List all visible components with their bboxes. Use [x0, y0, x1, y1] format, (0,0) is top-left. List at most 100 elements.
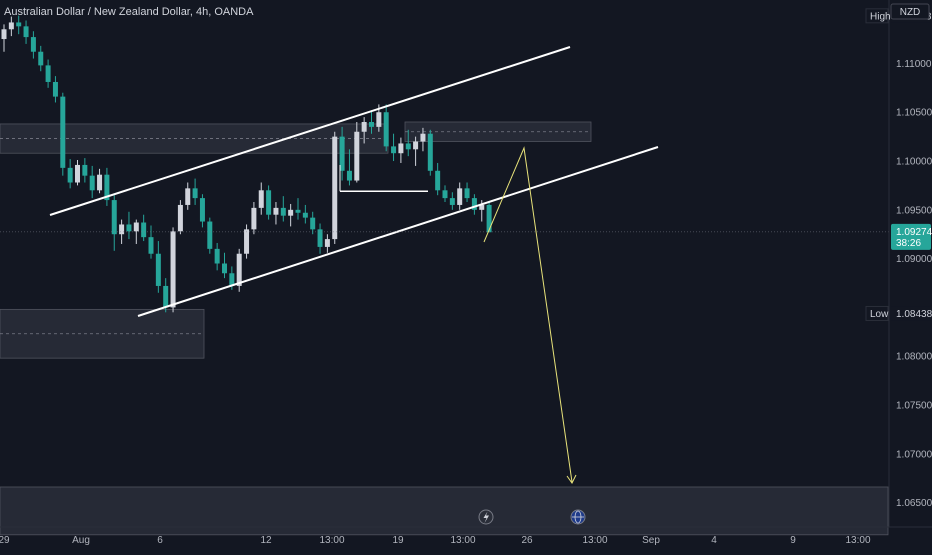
- candle-body: [435, 170, 441, 191]
- time-tick-label: 12: [260, 535, 272, 546]
- candle: [133, 219, 139, 244]
- candle-body: [148, 237, 154, 254]
- time-tick-label: 19: [392, 535, 404, 546]
- candle: [302, 204, 308, 224]
- candle: [449, 192, 455, 210]
- candle: [427, 129, 433, 176]
- candle-body: [126, 224, 132, 232]
- candle: [280, 196, 286, 222]
- candle-body: [361, 121, 367, 132]
- candle-body: [141, 222, 147, 238]
- candle: [258, 182, 264, 215]
- candle: [214, 243, 220, 271]
- candle: [354, 121, 360, 183]
- time-tick-label: 29: [0, 535, 10, 546]
- candle-body: [192, 188, 198, 199]
- candle: [67, 159, 73, 189]
- candle: [413, 136, 419, 166]
- candle: [222, 252, 227, 279]
- candle: [236, 248, 242, 292]
- symbol-title[interactable]: Australian Dollar / New Zealand Dollar, …: [4, 6, 254, 18]
- candle: [148, 225, 154, 259]
- candle-body: [391, 146, 397, 154]
- candle-body: [457, 188, 463, 205]
- price-tick-label: 1.07000: [896, 449, 932, 460]
- candle: [126, 211, 132, 240]
- candle: [324, 234, 330, 253]
- candle: [464, 182, 470, 203]
- candle-body: [1, 29, 7, 40]
- candle-body: [89, 175, 95, 191]
- candle: [52, 76, 58, 103]
- channel-lower-line[interactable]: [137, 146, 659, 317]
- candle-body: [236, 253, 242, 286]
- low-value: 1.08438: [896, 309, 932, 320]
- price-tick-label: 1.08000: [896, 352, 932, 363]
- candle-body: [479, 204, 485, 210]
- candle-body: [222, 263, 227, 274]
- candle-body: [317, 229, 323, 247]
- channel-upper-line[interactable]: [49, 46, 571, 216]
- candle-body: [67, 167, 73, 183]
- candle-body: [75, 164, 80, 183]
- candle-body: [471, 198, 477, 210]
- candle: [141, 214, 147, 242]
- currency-badge[interactable]: NZD: [890, 3, 930, 20]
- time-tick-label: 4: [711, 535, 717, 546]
- projection-path[interactable]: [483, 146, 573, 483]
- candle: [361, 117, 367, 144]
- globe-icon[interactable]: [570, 509, 586, 525]
- candle: [23, 20, 29, 44]
- price-tick-label: 1.11000: [896, 59, 932, 70]
- time-axis[interactable]: 29 Aug 6 12 13:00 19 13:00 26 13:00 Sep 4 9 13:00: [0, 535, 871, 546]
- candle: [244, 224, 250, 259]
- candle: [266, 185, 272, 220]
- candle: [398, 137, 404, 163]
- price-tick-label: 1.10500: [896, 108, 932, 119]
- candle-body: [354, 131, 360, 181]
- candle-body: [295, 209, 301, 213]
- candle: [185, 182, 191, 210]
- candle-body: [464, 188, 470, 199]
- lightning-icon[interactable]: [478, 509, 494, 525]
- candle-body: [155, 253, 161, 286]
- candle-body: [133, 222, 139, 232]
- candle-countdown: 38:26: [896, 238, 921, 249]
- candle-body: [280, 207, 286, 216]
- candle-body: [16, 22, 22, 27]
- candle-body: [82, 164, 88, 176]
- candle-body: [413, 141, 419, 150]
- candle: [369, 110, 374, 134]
- candle-body: [398, 143, 404, 154]
- candle: [288, 203, 294, 227]
- candle: [89, 165, 95, 199]
- low-label: Low: [870, 309, 889, 320]
- projection-arrowhead: [566, 474, 577, 484]
- candle-body: [104, 174, 110, 201]
- target-zone[interactable]: [0, 486, 889, 536]
- candle: [192, 178, 198, 205]
- drawings-layer: [0, 46, 889, 484]
- candle-body: [207, 221, 213, 249]
- candle-body: [229, 273, 235, 286]
- candle: [75, 160, 80, 186]
- time-tick-label: 13:00: [582, 535, 607, 546]
- high-label: High: [870, 11, 891, 22]
- candle: [486, 202, 492, 233]
- candle-body: [288, 209, 294, 216]
- candle: [383, 104, 389, 152]
- price-axis[interactable]: 1.11000 1.10500 1.10000 1.09500 1.09000 1.080…: [865, 8, 932, 509]
- candle-body: [324, 239, 330, 247]
- candle: [420, 127, 426, 152]
- candle-body: [405, 143, 411, 150]
- candle-body: [346, 170, 352, 181]
- candle-body: [199, 198, 205, 222]
- candle: [457, 182, 463, 210]
- candle: [155, 241, 161, 293]
- candle: [8, 16, 14, 37]
- candle-body: [449, 198, 455, 205]
- candle: [391, 133, 397, 162]
- candle: [442, 185, 448, 203]
